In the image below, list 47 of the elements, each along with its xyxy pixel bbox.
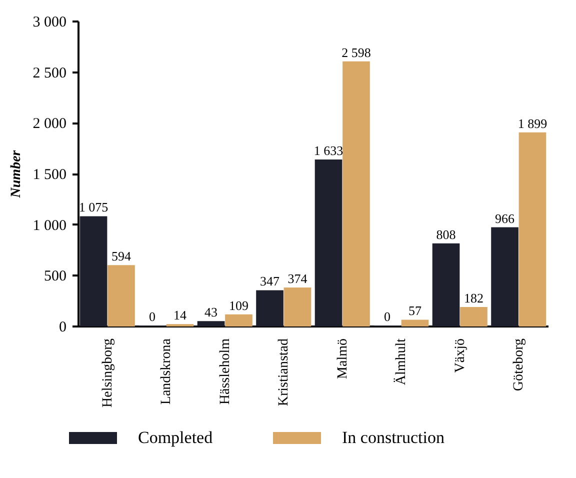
data-label: 43 [204,304,218,320]
x-tick-label: Landskrona [159,338,174,405]
y-tick-label: 2 500 [32,65,66,82]
bar [460,306,488,326]
data-label: 0 [384,309,391,324]
bar [491,227,518,326]
x-tick-label: Älmhult [393,338,410,386]
data-label: 1 075 [78,200,108,215]
bar [314,159,342,326]
bar [80,216,108,326]
y-tick-label: 500 [44,268,66,285]
data-label: 14 [173,308,187,323]
data-label: 347 [260,274,280,289]
bar [401,320,429,326]
legend-label: Completed [138,428,214,447]
bar [256,290,284,326]
bar [225,314,252,326]
x-tick-label: Kristianstad [276,338,292,406]
legend-label: In construction [342,428,445,447]
x-tick-label: Helsingborg [100,338,116,408]
x-tick-label: Malmö [335,338,350,379]
data-label: 594 [111,248,132,264]
bar [432,243,460,326]
bar [342,61,370,326]
data-label: 0 [149,309,156,324]
bar [518,132,546,326]
bar [197,321,225,326]
y-tick-label: 0 [59,320,66,336]
y-tick-label: 1 000 [32,218,66,234]
data-label: 966 [495,210,516,226]
data-label: 1 899 [518,116,548,131]
x-tick-label: Göteborg [512,338,527,392]
data-label: 57 [408,303,422,318]
data-label: 2 598 [342,44,371,60]
y-tick-label: 3 000 [32,14,66,30]
y-tick-label: 1 500 [32,167,66,183]
x-tick-label: Växjö [452,338,468,373]
data-label: 374 [288,270,308,286]
bar [284,287,312,326]
data-label: 182 [464,290,484,306]
y-axis-title: Number [8,150,24,199]
data-label: 109 [228,298,248,313]
bar [108,265,135,326]
x-tick-label: Hässleholm [218,338,233,405]
data-label: 1 633 [314,142,344,158]
data-label: 808 [436,226,456,242]
y-tick-label: 2 000 [32,116,66,132]
